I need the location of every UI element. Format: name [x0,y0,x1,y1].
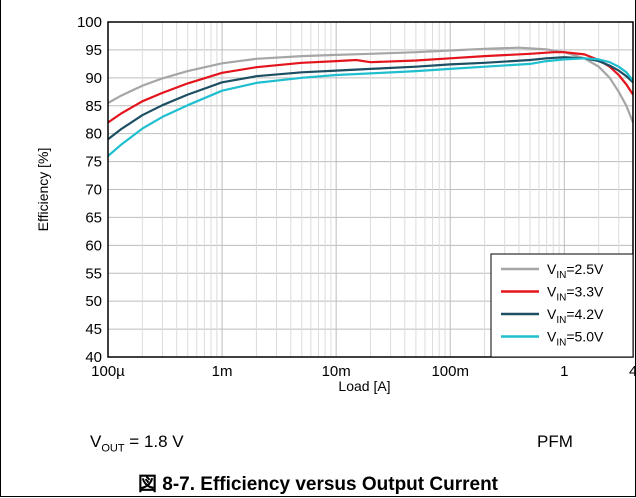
legend-label: VIN=2.5V [547,261,604,281]
x-tick-label: 100m [431,363,469,380]
vout-note: VOUT = 1.8 V [90,432,184,455]
plot-area-border [107,21,634,358]
y-tick-label: 90 [85,70,102,87]
y-tick-label: 85 [85,98,102,115]
y-tick-label: 65 [85,209,102,226]
y-tick-label: 70 [85,182,102,199]
figure-caption: 図 8-7. Efficiency versus Output Current [137,474,499,495]
y-tick-label: 100 [77,14,102,31]
y-tick-label: 80 [85,126,102,143]
y-tick-label: 75 [85,154,102,171]
series-line [107,57,634,157]
y-axis-ticks: 40 45 50 55 60 65 70 75 80 85 90 95 100 [77,14,102,366]
legend-label: VIN=3.3V [547,284,604,304]
mode-note: PFM [537,432,573,451]
x-tick-label: 1 [560,363,568,380]
y-tick-label: 40 [85,349,102,366]
legend-label: VIN=4.2V [547,306,604,326]
x-tick-label: 10m [322,363,351,380]
y-tick-label: 60 [85,237,102,254]
y-axis-label: Efficiency [%] [35,148,51,232]
series-line [107,46,635,123]
x-tick-label: 4 [629,363,636,380]
series-lines [107,46,635,157]
y-tick-label: 55 [85,265,102,282]
legend-box [490,253,634,358]
series-line [107,56,634,141]
x-axis-label: Load [A] [338,378,390,394]
y-tick-label: 45 [85,321,102,338]
legend-label: VIN=5.0V [547,329,604,349]
x-axis-ticks: 100µ 1m 10m 100m 1 4 [91,363,636,380]
x-tick-label: 1m [212,363,233,380]
y-tick-label: 95 [85,42,102,59]
x-tick-label: 100µ [91,363,125,380]
y-tick-label: 50 [85,293,102,310]
